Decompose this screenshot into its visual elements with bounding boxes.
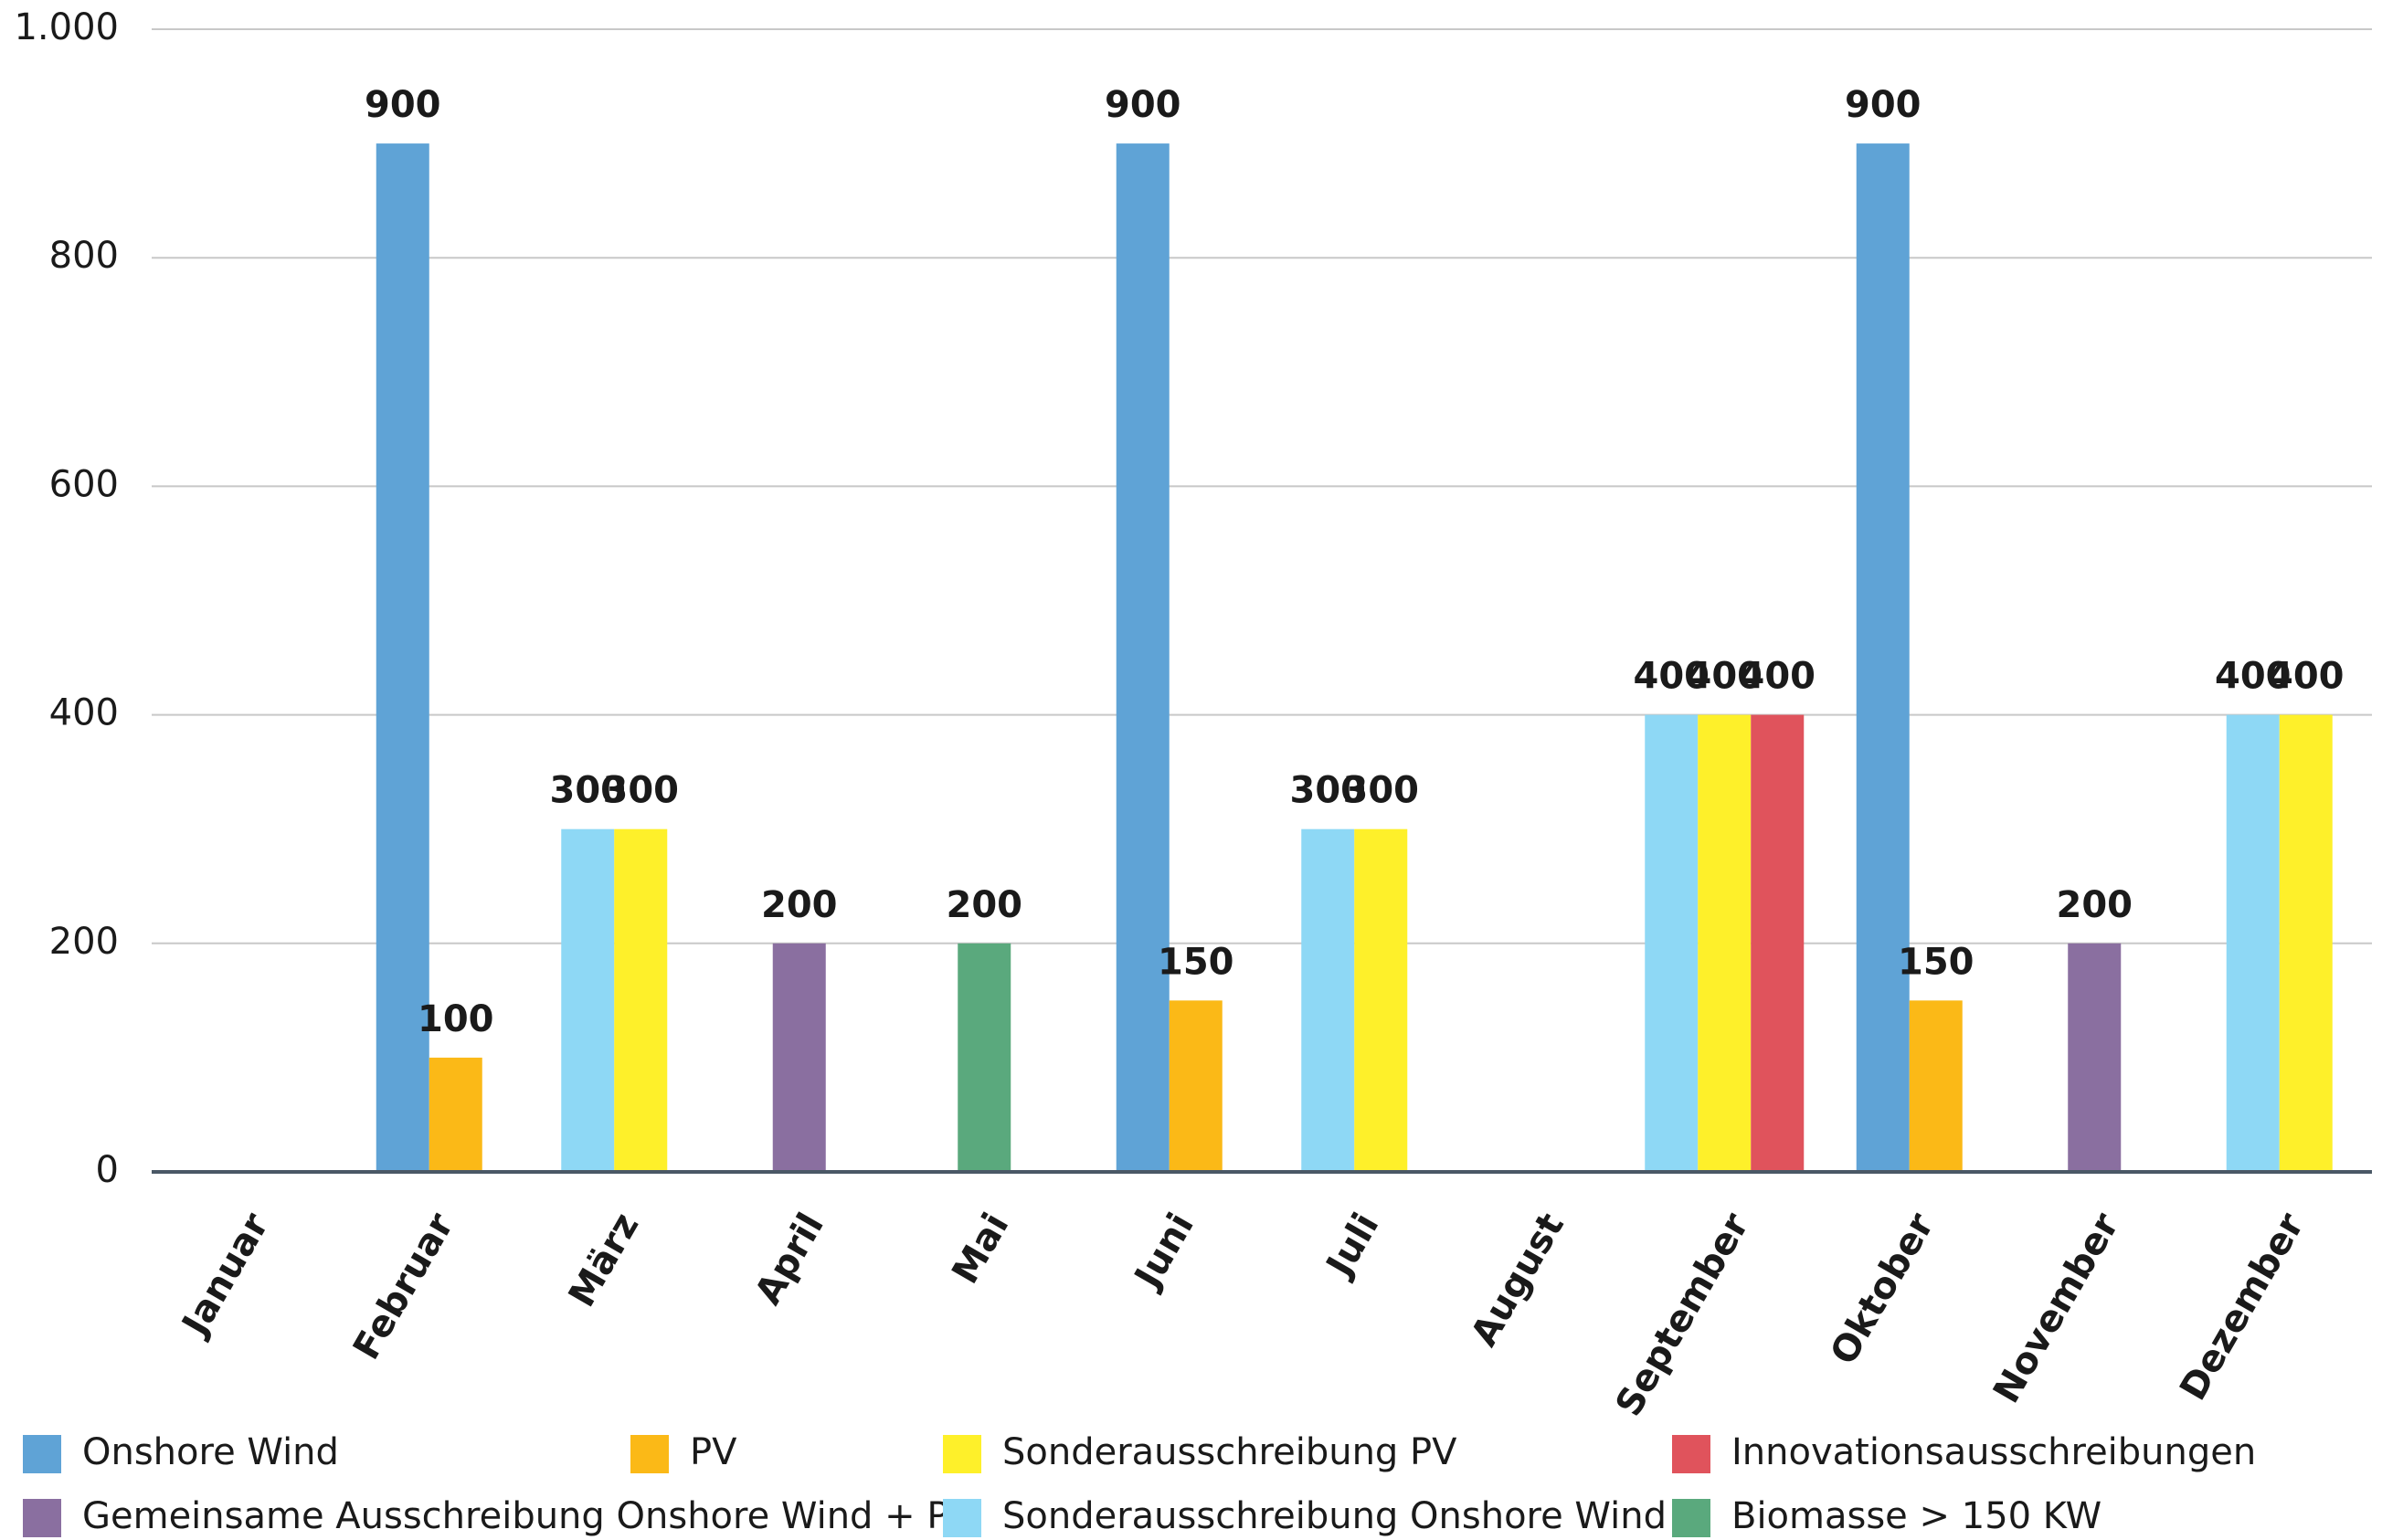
x-tick-label: Februar [345, 1206, 462, 1366]
x-tick-label: November [1985, 1206, 2128, 1410]
x-tick-label: Dezember [2172, 1206, 2313, 1408]
legend-label: Gemeinsame Ausschreibung Onshore Wind + … [82, 1495, 974, 1537]
bar [561, 829, 614, 1172]
legend-label: Biomasse > 150 KW [1731, 1495, 2101, 1537]
y-tick-label: 600 [49, 463, 119, 505]
bar [614, 829, 667, 1172]
legend-swatch [1672, 1499, 1710, 1537]
x-tick-label: Januar [173, 1206, 277, 1345]
data-label: 900 [1845, 84, 1921, 126]
data-label: 400 [1740, 656, 1816, 698]
data-label: 100 [418, 998, 494, 1040]
y-tick-label: 1.000 [14, 6, 119, 48]
legend-label: PV [690, 1431, 737, 1473]
bar [1301, 829, 1354, 1172]
data-label: 300 [1343, 770, 1420, 812]
y-tick-label: 800 [49, 235, 119, 277]
data-label: 300 [603, 770, 680, 812]
bar [1645, 715, 1698, 1172]
bar [1910, 1000, 1963, 1172]
x-tick-label: April [747, 1207, 832, 1312]
x-tick-label: März [561, 1207, 648, 1314]
x-tick-label: September [1608, 1206, 1758, 1423]
y-tick-label: 0 [96, 1149, 119, 1191]
legend-swatch [23, 1435, 61, 1473]
bar [773, 944, 826, 1172]
data-label: 200 [947, 884, 1023, 926]
bar [1698, 715, 1751, 1172]
legend-swatch [23, 1499, 61, 1537]
data-label: 200 [761, 884, 838, 926]
x-tick-label: Juni [1126, 1207, 1202, 1298]
bar [1354, 829, 1407, 1172]
data-label: 900 [1105, 84, 1181, 126]
y-tick-label: 400 [49, 692, 119, 734]
bar [2068, 944, 2121, 1172]
y-tick-label: 200 [49, 921, 119, 963]
bar [1857, 143, 1910, 1172]
bar [2227, 715, 2280, 1172]
data-label: 900 [365, 84, 441, 126]
bar [1751, 715, 1804, 1172]
legend-label: Innovationsausschreibungen [1731, 1431, 2256, 1473]
x-tick-label: Juli [1318, 1207, 1388, 1286]
bar [958, 944, 1011, 1172]
x-tick-label: Mai [944, 1207, 1017, 1292]
bar [1170, 1000, 1223, 1172]
legend-label: Onshore Wind [82, 1431, 339, 1473]
bar [429, 1058, 482, 1172]
legend-swatch [943, 1499, 981, 1537]
legend-label: Sonderausschreibung Onshore Wind [1002, 1495, 1667, 1537]
x-tick-label: August [1463, 1207, 1572, 1354]
bar [1117, 143, 1170, 1172]
legend-swatch [943, 1435, 981, 1473]
legend-swatch [1672, 1435, 1710, 1473]
legend-swatch [630, 1435, 669, 1473]
bar [2280, 715, 2333, 1172]
chart: 0 200 400 600 800 1.000 Januar 900 100 Februar 300… [0, 0, 2382, 1540]
data-label: 200 [2057, 884, 2133, 926]
data-label: 150 [1898, 941, 1974, 983]
legend-label: Sonderausschreibung PV [1002, 1431, 1457, 1473]
data-label: 150 [1158, 941, 1234, 983]
x-tick-label: Oktober [1823, 1206, 1943, 1371]
data-label: 400 [2268, 656, 2345, 698]
